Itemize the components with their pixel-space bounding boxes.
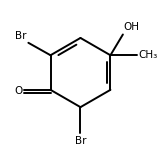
Text: OH: OH	[124, 22, 140, 32]
Text: O: O	[15, 86, 23, 96]
Text: CH₃: CH₃	[138, 50, 157, 60]
Text: Br: Br	[16, 31, 27, 41]
Text: Br: Br	[75, 135, 86, 145]
